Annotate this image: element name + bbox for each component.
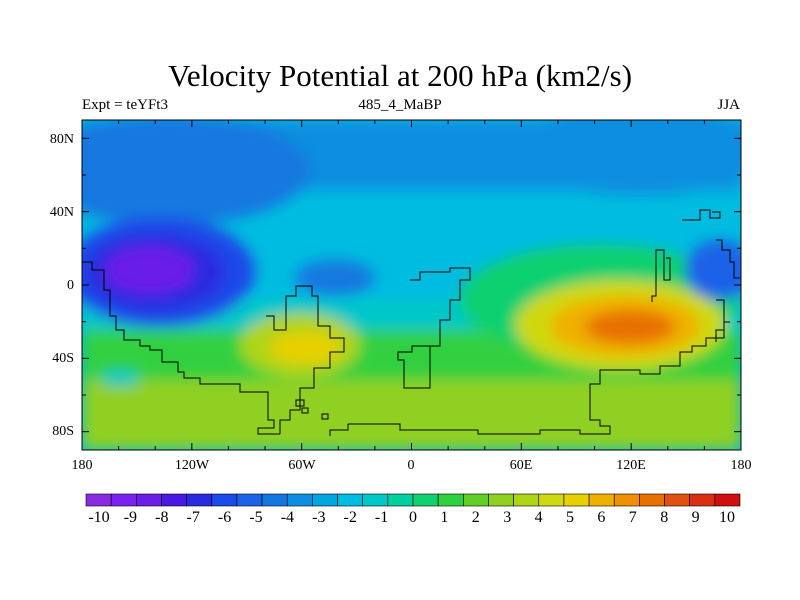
- colorbar-swatch: [563, 493, 590, 507]
- colorbar-swatch: [538, 493, 565, 507]
- colorbar-swatch: [312, 493, 338, 507]
- lon-label-180e: 180: [730, 458, 752, 473]
- lon-label-120e: 120E: [616, 458, 646, 473]
- lon-label-60e: 60E: [509, 458, 533, 473]
- colorbar-swatch: [286, 493, 313, 507]
- colorbar-label: 0: [409, 509, 417, 526]
- colorbar-swatch: [513, 493, 540, 507]
- lon-label-60w: 60W: [288, 458, 316, 473]
- colorbar-label: -1: [374, 509, 389, 526]
- season-label: JJA: [717, 97, 740, 113]
- colorbar-label: 5: [566, 509, 574, 526]
- colorbar-swatch: [110, 493, 137, 507]
- colorbar-swatch: [664, 493, 690, 507]
- colorbar-swatch: [236, 493, 263, 507]
- colorbar-swatch: [362, 493, 389, 507]
- colorbar-label: 2: [471, 509, 480, 526]
- lon-label-120w: 120W: [174, 458, 210, 473]
- lat-label-40n: 40N: [49, 205, 74, 220]
- colorbar-swatch: [714, 493, 741, 507]
- colorbar-label: -9: [123, 509, 138, 526]
- lat-label-80s: 80S: [52, 424, 74, 439]
- colorbar-label: -10: [88, 509, 110, 526]
- lon-label-0: 0: [407, 458, 415, 473]
- experiment-label: Expt = teYFt3: [82, 97, 168, 113]
- colorbar-label: 10: [719, 509, 735, 526]
- colorbar-label: 6: [597, 509, 606, 526]
- lat-label-eq: 0: [67, 278, 74, 293]
- colorbar-label: 4: [534, 509, 543, 526]
- colorbar-label: -7: [186, 509, 200, 526]
- colorbar-swatch: [588, 493, 615, 507]
- colorbar-label: 1: [440, 509, 449, 526]
- colorbar-swatch: [412, 493, 439, 507]
- colorbar-label: -4: [280, 509, 295, 526]
- colorbar-label: 3: [503, 509, 512, 526]
- colorbar-label: -5: [249, 509, 263, 526]
- colorbar-label: -3: [312, 509, 326, 526]
- colorbar-swatch: [437, 493, 464, 507]
- colorbar-swatch: [85, 493, 112, 507]
- colorbar: [85, 493, 741, 507]
- colorbar-label: 8: [660, 509, 669, 526]
- colorbar-label: -8: [155, 509, 169, 526]
- colorbar-swatch: [136, 493, 162, 507]
- lon-label-180w: 180: [71, 458, 93, 473]
- colorbar-label: 9: [691, 509, 700, 526]
- colorbar-swatch: [161, 493, 187, 507]
- colorbar-swatch: [639, 493, 665, 507]
- colorbar-label: -2: [343, 509, 357, 526]
- colorbar-swatch: [211, 493, 238, 507]
- colorbar-swatch: [488, 493, 514, 507]
- plot-title: Velocity Potential at 200 hPa (km2/s): [167, 58, 633, 93]
- lat-label-40s: 40S: [52, 351, 74, 366]
- colorbar-swatch: [613, 493, 640, 507]
- contour-field: [82, 120, 741, 450]
- colorbar-swatch: [463, 493, 489, 507]
- colorbar-swatch: [186, 493, 213, 507]
- case-label: 485_4_MaBP: [358, 97, 442, 113]
- colorbar-swatch: [337, 493, 363, 507]
- coastlines: [82, 209, 740, 436]
- colorbar-swatch: [689, 493, 716, 507]
- colorbar-swatch: [387, 493, 414, 507]
- lat-label-80n: 80N: [49, 132, 74, 147]
- colorbar-swatch: [261, 493, 288, 507]
- colorbar-label: -6: [217, 509, 232, 526]
- colorbar-label: 7: [628, 509, 637, 526]
